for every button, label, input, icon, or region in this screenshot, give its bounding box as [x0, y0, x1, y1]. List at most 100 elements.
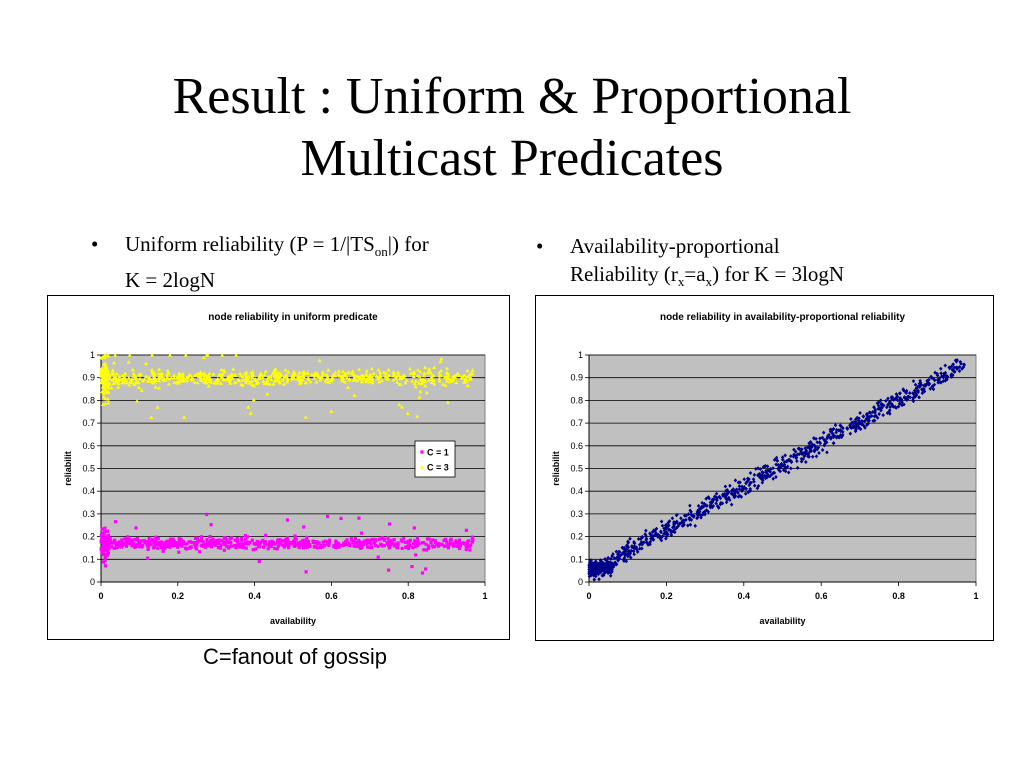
c1-s2-point: [105, 379, 110, 383]
c1-s2-point: [336, 372, 341, 377]
c2-s1-point: [887, 410, 891, 415]
c2-s1-point: [822, 437, 827, 442]
c2-title: node reliability in availability-proport…: [660, 312, 905, 323]
c1-s2-point: [103, 387, 108, 392]
c1-s2-point: [251, 397, 256, 402]
c1-s2-point: [116, 377, 121, 381]
c1-s2-point: [157, 385, 162, 390]
c2-s1-point: [681, 520, 685, 525]
c1-s1-point: [226, 546, 231, 550]
c1-s1-point: [194, 545, 198, 549]
c1-s2-point: [260, 375, 265, 379]
c2-s1-point: [871, 418, 876, 423]
c1-s2-point: [137, 376, 142, 381]
c2-s1-point: [859, 422, 864, 427]
c1-ytick-label: 0: [90, 577, 95, 587]
c1-s2-point: [401, 373, 406, 378]
c1-s1-point: [305, 535, 309, 540]
c2-s1-point: [813, 445, 818, 450]
c1-s2-point: [445, 366, 450, 371]
c1-s1-point: [301, 546, 306, 550]
c1-s2-point: [443, 383, 448, 387]
c1-s2-point: [465, 383, 470, 388]
c1-s2-point: [218, 381, 223, 385]
c2-s1-point: [789, 460, 794, 465]
c1-s1-point: [208, 540, 212, 544]
c1-s1-point: [147, 536, 151, 541]
c1-s2-point: [122, 375, 127, 380]
c1-s1-point: [422, 541, 426, 545]
c1-s1-point: [163, 543, 167, 547]
c2-s1-point: [616, 558, 620, 563]
c1-s2-point: [326, 376, 331, 381]
c1-s1-point: [199, 535, 204, 539]
c1-s2-point: [304, 380, 309, 385]
c1-s1-point: [105, 553, 110, 557]
c1-s2-point: [225, 376, 230, 381]
c2-s1-point: [873, 407, 878, 412]
c1-s2-point: [412, 381, 417, 386]
c1-s1-point: [339, 516, 343, 521]
c1-s1-point: [105, 529, 109, 533]
c1-s2-point: [155, 405, 160, 409]
c1-s2-point: [165, 375, 170, 380]
c1-s1-point: [359, 531, 364, 535]
c1-s2-point: [165, 372, 170, 377]
c1-s1-point: [276, 544, 281, 548]
c1-s1-point: [266, 547, 270, 551]
c2-s1-point: [595, 561, 599, 566]
c1-s2-point: [308, 379, 313, 384]
c1-s1-point: [254, 547, 258, 551]
c2-s1-point: [606, 566, 611, 571]
c1-s1-point: [429, 540, 433, 545]
c1-s1-point: [337, 542, 341, 547]
c2-s1-point: [748, 471, 753, 476]
c1-s1-point: [241, 546, 245, 550]
c2-s1-point: [939, 371, 943, 376]
c1-s1-point: [124, 537, 128, 541]
c2-s1-point: [748, 486, 753, 491]
c1-s2-point: [157, 367, 162, 372]
c1-s2-point: [364, 379, 369, 384]
c1-xtick-label: 0: [98, 591, 103, 601]
c1-s1-point: [151, 538, 155, 542]
c2-s1-point: [942, 373, 946, 378]
c2-s1-point: [778, 463, 782, 468]
c2-s1-point: [877, 412, 881, 417]
c2-s1-point: [654, 531, 659, 536]
c2-s1-point: [697, 511, 701, 516]
c2-s1-point: [739, 494, 744, 499]
c1-s1-point: [116, 541, 121, 545]
c2-s1-point: [799, 447, 804, 452]
c1-s2-point: [232, 372, 237, 377]
c2-s1-point: [704, 496, 708, 501]
c2-s1-point: [888, 411, 892, 416]
c1-s1-point: [371, 537, 375, 542]
c1-s1-point: [158, 543, 163, 547]
c2-xlabel: availability: [759, 616, 805, 626]
c1-s2-point: [319, 375, 324, 380]
c1-s1-point: [135, 543, 140, 547]
c1-s1-point: [436, 544, 441, 548]
c1-s1-point: [177, 537, 181, 541]
c1-s2-point: [136, 385, 141, 389]
c1-s1-point: [392, 537, 396, 542]
c1-s2-point: [323, 378, 328, 383]
c2-s1-point: [671, 525, 675, 530]
c1-s2-point: [233, 380, 238, 385]
c1-s1-point: [264, 543, 268, 547]
c1-s1-point: [238, 545, 242, 549]
c1-s1-point: [396, 546, 400, 550]
c1-s1-point: [285, 518, 290, 522]
c1-s1-point: [275, 547, 279, 551]
c1-s1-point: [174, 543, 178, 547]
c1-s1-point: [106, 551, 110, 555]
c1-s2-point: [437, 378, 442, 383]
c2-s1-point: [608, 573, 613, 578]
c1-s1-point: [471, 537, 475, 541]
c1-s2-point: [395, 373, 400, 378]
c2-s1-point: [818, 436, 822, 441]
c2-s1-point: [830, 431, 835, 436]
c2-s1-point: [911, 379, 916, 384]
c1-s2-point: [110, 368, 115, 372]
